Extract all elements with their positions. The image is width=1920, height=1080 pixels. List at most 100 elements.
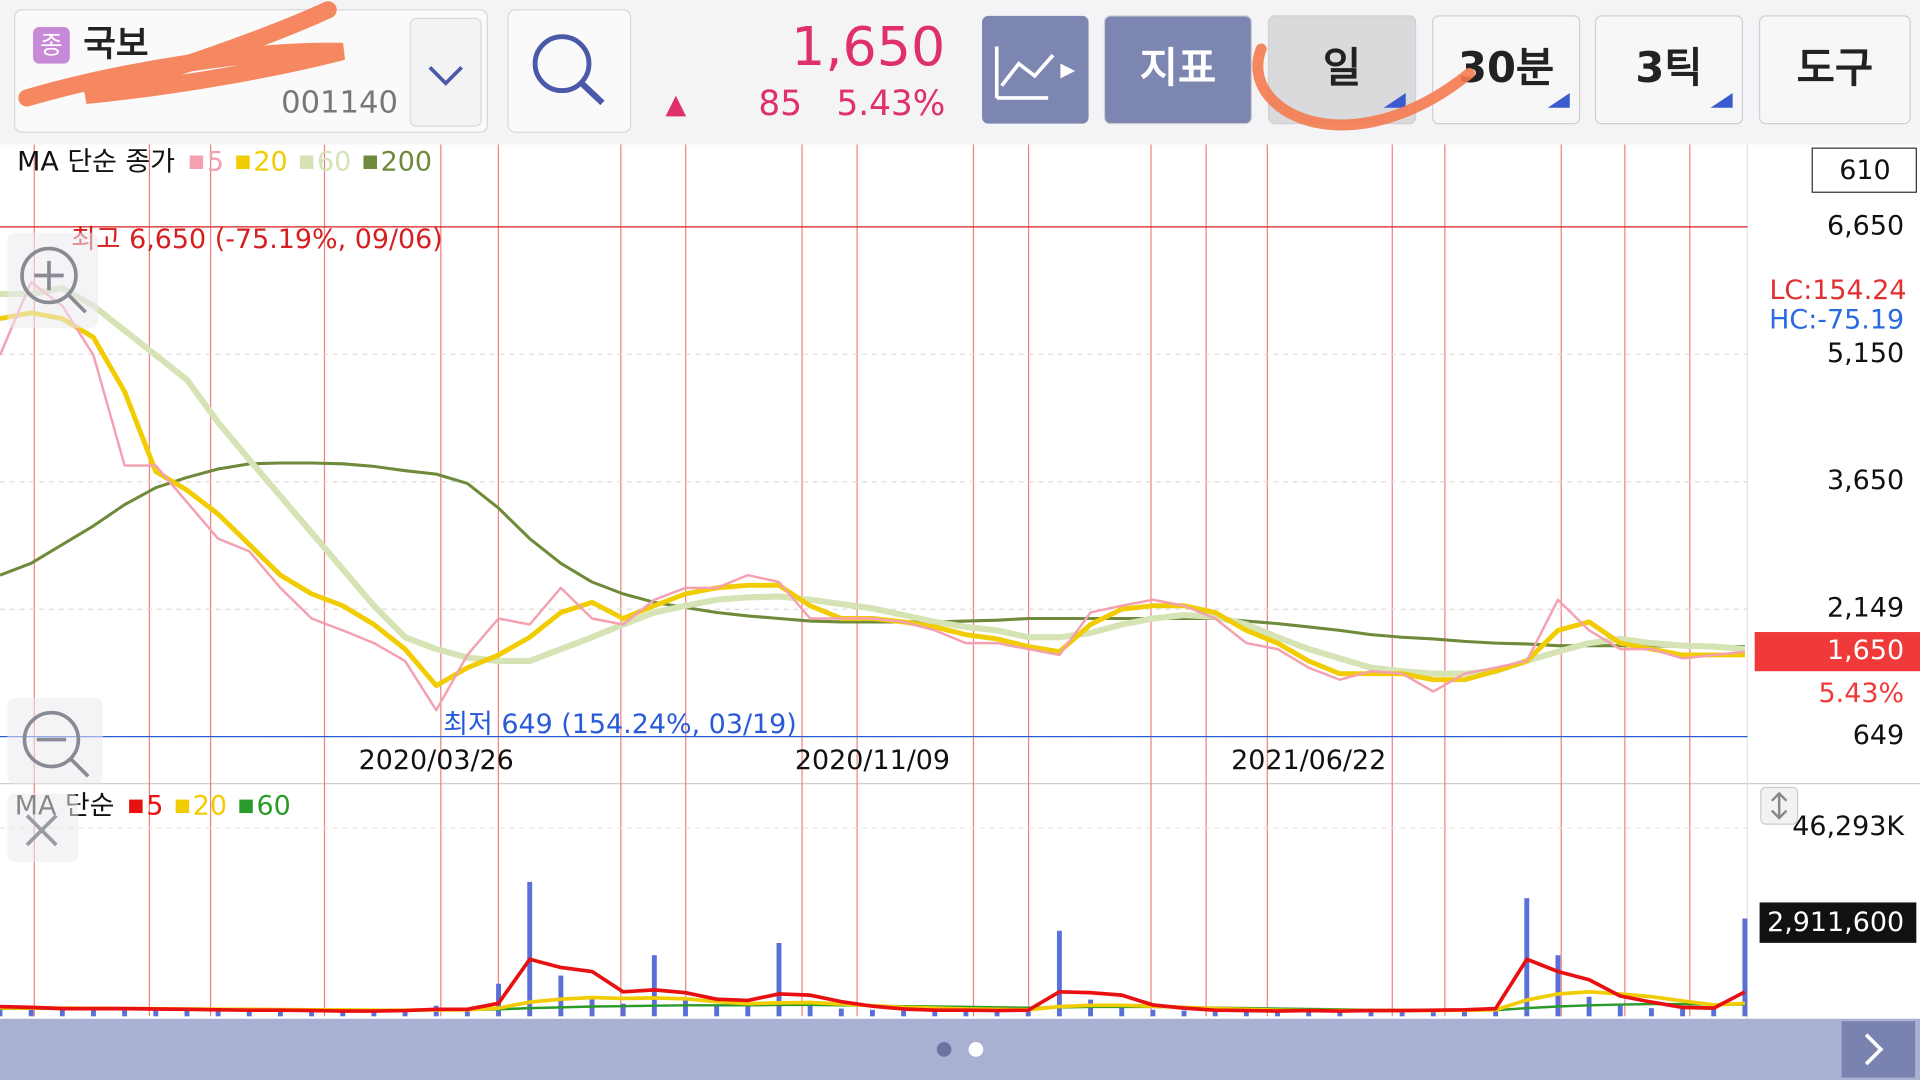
change-arrow: ▲	[666, 89, 687, 120]
volume-bar	[0, 1007, 3, 1017]
legend-label: 60	[317, 146, 351, 177]
bottom-bar	[0, 1018, 1920, 1080]
annotation-label: 최저 649 (154.24%, 03/19)	[443, 709, 797, 740]
volume-bar	[1742, 918, 1748, 1017]
legend-swatch	[363, 155, 377, 169]
volume-bar	[620, 1003, 626, 1017]
volume-bar	[215, 1009, 221, 1017]
volume-bar	[901, 1010, 907, 1017]
legend-swatch	[189, 155, 204, 169]
legend-label: 5	[146, 790, 163, 821]
volume-bar	[745, 1000, 751, 1017]
series-line	[0, 280, 1746, 712]
volume-bar	[1243, 1011, 1249, 1017]
current-volume-box	[1759, 902, 1917, 943]
current-price-box	[1754, 632, 1920, 672]
x-tick-label: 2020/11/09	[795, 745, 950, 776]
volume-bar	[309, 1011, 315, 1017]
change-pct: 5.43%	[836, 84, 945, 124]
legend-label: 60	[256, 790, 290, 821]
volume-bar	[1555, 955, 1561, 1017]
volume-bar	[527, 881, 533, 1017]
volume-bar	[1337, 1011, 1343, 1017]
badge: 종	[40, 31, 63, 60]
y-tick-label: 649	[1853, 720, 1904, 751]
volume-bar	[558, 975, 564, 1017]
volume-bar	[1056, 930, 1062, 1017]
side-box	[1811, 147, 1917, 193]
stock-code: 001140	[281, 86, 398, 121]
dropdown-icon	[428, 66, 463, 86]
series-line	[0, 957, 1746, 1013]
volume-bar	[402, 1008, 408, 1017]
page-dot[interactable]	[936, 1042, 952, 1057]
dropdown-button[interactable]	[409, 17, 482, 127]
volume-bar	[1617, 1005, 1623, 1017]
legend-label: 20	[253, 146, 287, 177]
volume-bar	[1430, 1011, 1436, 1017]
legend-label: 5	[207, 146, 224, 177]
change: 85	[758, 84, 802, 124]
current-change-label: 5.43%	[1819, 678, 1905, 709]
next-icon	[1864, 1033, 1884, 1066]
y-tick-label: 6,650	[1827, 210, 1904, 241]
volume-bar	[340, 1011, 346, 1017]
volume-bar	[589, 999, 595, 1017]
volume-bar	[1524, 898, 1530, 1017]
volume-bar	[1711, 1007, 1717, 1017]
volume-bar	[28, 1008, 34, 1017]
volume-bar	[1680, 1008, 1686, 1017]
volume-bar	[1119, 1006, 1125, 1017]
toolbar-button-label: 일	[1323, 43, 1361, 92]
volume-bar	[371, 1010, 377, 1017]
search-button[interactable]	[507, 9, 632, 133]
annotation-label: 최고 6,650 (-75.19%, 09/06)	[71, 224, 443, 255]
volume-bar	[246, 1011, 252, 1017]
legend-swatch	[236, 155, 250, 169]
submenu-indicator	[1547, 93, 1570, 108]
chart-type-icon	[994, 46, 1055, 100]
legend-swatch	[299, 155, 314, 169]
toolbar-button-label: 도구	[1797, 43, 1874, 92]
side-box-label: 610	[1839, 155, 1890, 186]
toolbar-button[interactable]	[1594, 15, 1744, 125]
volume-bar	[1306, 1010, 1312, 1017]
toolbar-button[interactable]	[1432, 15, 1581, 125]
volume-bar	[153, 1009, 159, 1017]
legend-swatch	[175, 799, 190, 814]
toolbar-button[interactable]	[1758, 15, 1911, 125]
volume-bar	[870, 1009, 875, 1017]
submenu-indicator	[1710, 93, 1733, 108]
zoom-out-glyph	[36, 737, 90, 778]
y-tick-label: 5,150	[1827, 338, 1904, 369]
volume-bar	[277, 1010, 283, 1017]
close-indicator-icon	[25, 814, 58, 847]
lc-label: LC:154.24	[1769, 275, 1906, 306]
toolbar-button-label: 3틱	[1635, 43, 1702, 92]
volume-bar	[1150, 1009, 1156, 1017]
volume-bar	[1586, 996, 1592, 1017]
volume-bar	[122, 1008, 128, 1017]
search-icon	[532, 34, 592, 94]
y-tick-label: 3,650	[1827, 465, 1904, 496]
volume-bar	[994, 1010, 1000, 1017]
stock-name: 국보	[83, 23, 148, 64]
volume-bar	[1181, 1010, 1187, 1017]
series-line	[0, 461, 1745, 649]
volume-bar	[838, 1008, 844, 1017]
current-volume-label: 2,911,600	[1767, 907, 1904, 938]
volume-bar	[59, 1010, 65, 1017]
volume-bar	[1025, 1009, 1031, 1017]
toolbar-button[interactable]	[1103, 15, 1253, 125]
volume-bar	[1212, 1011, 1218, 1017]
x-tick-label: 2021/06/22	[1231, 745, 1386, 776]
legend-label: 20	[193, 790, 227, 821]
legend-swatch	[239, 799, 253, 814]
chart-type-arrow	[1060, 63, 1076, 79]
volume-bar	[683, 998, 688, 1017]
search-icon-handle	[579, 81, 605, 106]
page-dot[interactable]	[968, 1042, 984, 1057]
volume-bar	[184, 1010, 190, 1017]
